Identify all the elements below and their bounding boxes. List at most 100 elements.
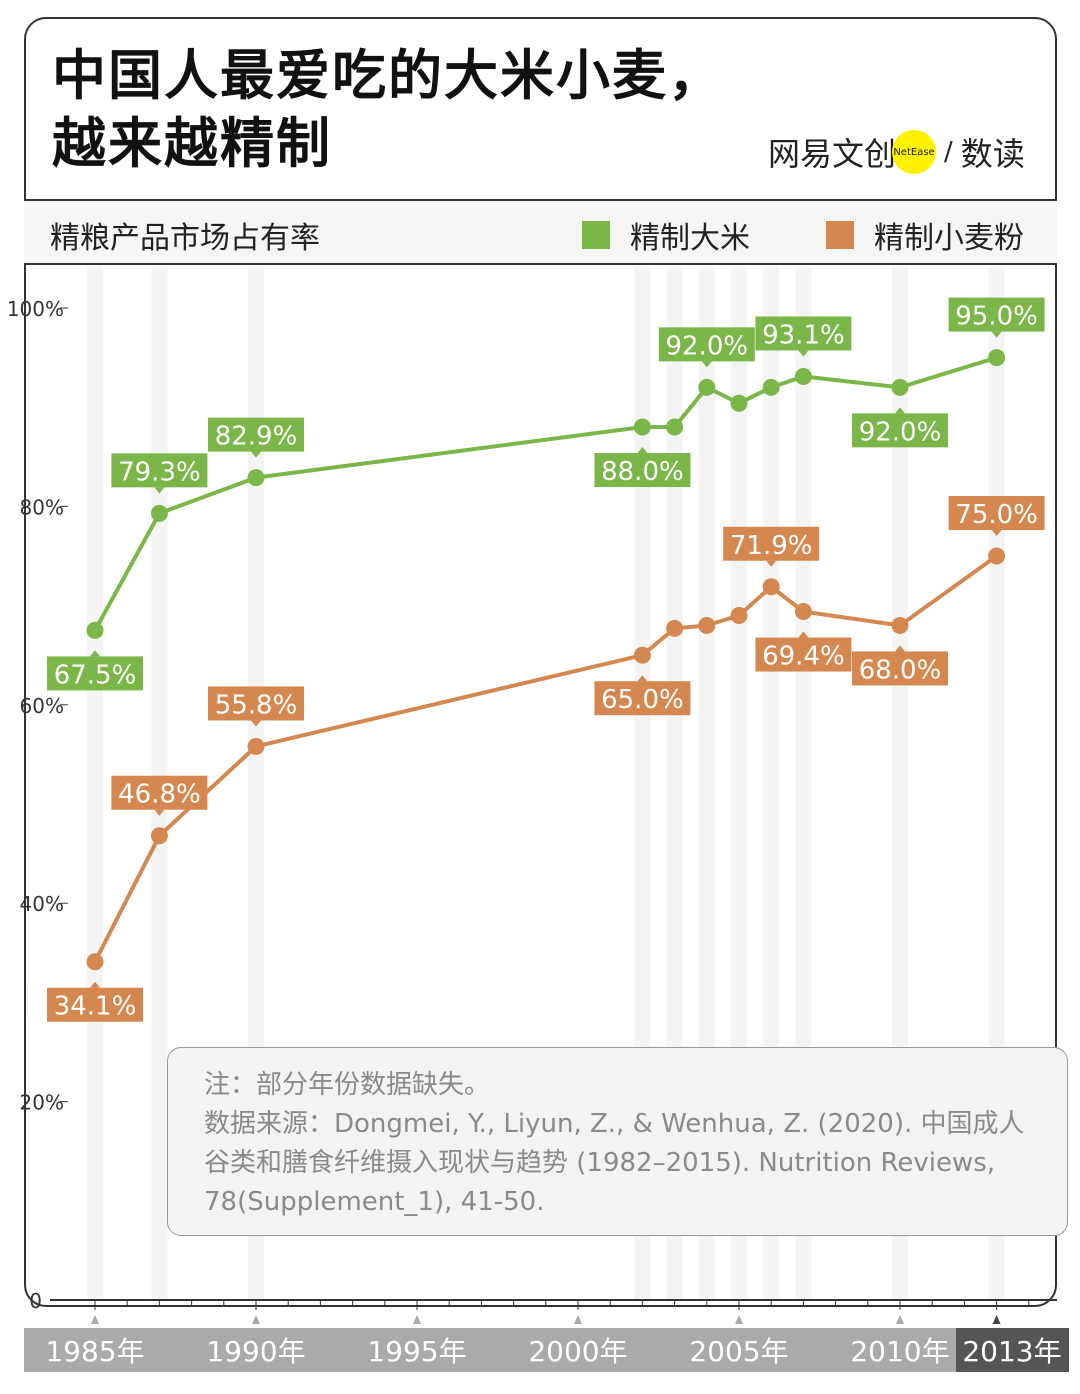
x-tick-marker — [896, 1315, 904, 1324]
data-label-pointer — [251, 720, 261, 727]
data-label-pointer — [90, 650, 100, 657]
x-tick-label: 1995年 — [367, 1335, 466, 1368]
title-line-2: 越来越精制 — [52, 112, 332, 175]
x-tick-label: 2010年 — [850, 1335, 949, 1368]
x-tick-marker — [91, 1315, 99, 1324]
data-point — [988, 547, 1006, 565]
year-bar-current — [956, 1328, 1069, 1372]
year-band — [795, 267, 812, 1300]
data-label-box — [47, 987, 143, 1022]
data-label-box — [47, 656, 143, 691]
year-bar — [24, 1328, 956, 1372]
data-point — [247, 737, 265, 755]
data-label-box — [111, 453, 208, 488]
data-label-box — [208, 686, 304, 721]
source-text: 数据来源：Dongmei, Y., Liyun, Z., & Wenhua, Z… — [204, 1109, 1025, 1217]
x-tick-marker — [574, 1315, 582, 1324]
data-label-pointer — [701, 361, 712, 368]
title-line-1: 中国人最爱吃的大米小麦， — [52, 44, 724, 107]
data-label-pointer — [991, 530, 1002, 536]
legend-label: 精制大米 — [630, 221, 750, 256]
data-label: 93.1% — [762, 320, 845, 350]
x-tick-label: 2005年 — [689, 1335, 788, 1368]
y-tick-label: 100% — [7, 297, 64, 321]
data-label-pointer — [154, 487, 165, 494]
y-tick-label: 20% — [20, 1091, 64, 1115]
data-label: 82.9% — [215, 422, 298, 452]
x-tick-marker — [252, 1315, 260, 1324]
data-label-box — [852, 413, 948, 448]
data-label: 71.9% — [730, 531, 813, 561]
data-label-pointer — [895, 645, 905, 652]
page-title: 中国人最爱吃的大米小麦， 越来越精制 — [52, 42, 724, 178]
year-band — [698, 267, 715, 1300]
data-label: 46.8% — [118, 780, 201, 810]
logo-badge: NetEase — [892, 130, 937, 174]
data-label-pointer — [766, 560, 777, 567]
data-label-box — [658, 327, 755, 362]
legend-item-wheat: 精制小麦粉 — [826, 213, 1024, 257]
data-label: 92.0% — [859, 417, 942, 447]
data-label: 67.5% — [54, 660, 137, 690]
data-point — [633, 418, 651, 436]
data-label-pointer — [895, 407, 905, 414]
data-point — [86, 621, 104, 639]
y-tick-label: 80% — [20, 495, 64, 519]
y-tick-label: 0 — [29, 1289, 42, 1313]
logo: 网易文创 NetEase / 数读 — [768, 128, 1025, 176]
data-point — [794, 367, 812, 385]
logo-section: 数读 — [960, 135, 1025, 173]
data-label: 68.0% — [859, 655, 942, 685]
legend-swatch — [582, 221, 610, 249]
data-point — [794, 603, 812, 621]
x-tick-marker — [992, 1315, 1001, 1324]
data-label-box — [208, 417, 304, 452]
data-point — [666, 619, 684, 637]
data-label-box — [755, 316, 852, 351]
series-line — [93, 355, 998, 632]
data-label: 55.8% — [215, 690, 298, 720]
data-label-pointer — [798, 631, 809, 638]
x-tick-label: 2013年 — [962, 1335, 1061, 1368]
data-label-box — [594, 681, 691, 716]
data-label-pointer — [251, 451, 261, 458]
data-point — [150, 827, 168, 845]
data-point — [698, 616, 716, 634]
data-point — [730, 607, 748, 625]
legend-label: 精制小麦粉 — [874, 221, 1024, 256]
data-label-pointer — [991, 331, 1002, 338]
chart-subtitle: 精粮产品市场占有率 — [50, 221, 320, 256]
data-point — [730, 394, 748, 412]
year-band — [248, 267, 264, 1300]
data-point — [666, 418, 684, 436]
year-band — [666, 267, 683, 1300]
series-line — [93, 554, 998, 963]
data-label: 88.0% — [601, 457, 684, 487]
x-tick-label: 2000年 — [528, 1335, 627, 1368]
legend-swatch — [826, 221, 854, 249]
data-label-box — [852, 651, 948, 686]
x-tick-label: 1990年 — [206, 1335, 305, 1368]
data-point — [150, 504, 168, 522]
data-point — [762, 378, 780, 396]
data-point — [891, 616, 909, 634]
x-tick-label: 1985年 — [45, 1335, 144, 1368]
data-label-box — [111, 775, 208, 810]
x-tick-marker — [735, 1315, 743, 1324]
data-label: 69.4% — [762, 642, 845, 672]
data-point — [247, 469, 265, 487]
data-point — [633, 646, 651, 664]
card-frame — [24, 17, 1057, 1307]
data-point — [988, 349, 1006, 367]
data-label: 95.0% — [955, 302, 1038, 332]
data-label: 34.1% — [54, 992, 137, 1022]
data-label: 65.0% — [601, 685, 684, 715]
note-text: 注：部分年份数据缺失。 — [204, 1070, 491, 1100]
year-band — [731, 267, 747, 1300]
data-label: 79.3% — [118, 457, 201, 487]
data-label-box — [755, 637, 852, 672]
year-band — [763, 267, 780, 1300]
data-label-pointer — [90, 981, 100, 988]
